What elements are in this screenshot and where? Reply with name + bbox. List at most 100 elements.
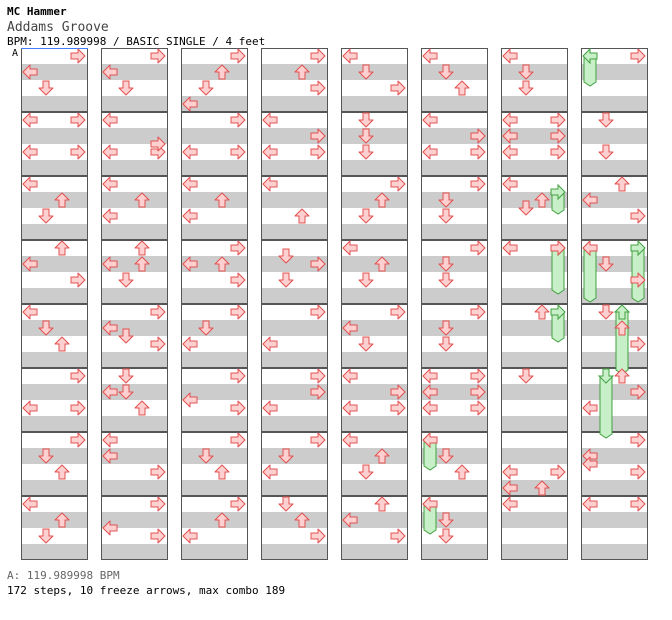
arrow-right [150, 48, 166, 64]
beat-stripe [501, 144, 568, 160]
arrow-right [630, 272, 646, 288]
beat-stripe [101, 112, 168, 128]
arrow-right [70, 112, 86, 128]
beat-stripe [21, 176, 88, 192]
arrow-right [630, 336, 646, 352]
arrow-left [342, 48, 358, 64]
arrow-left [502, 176, 518, 192]
measure-box [501, 368, 568, 432]
arrow-down [358, 336, 374, 352]
beat-stripe [501, 256, 568, 272]
arrow-left [102, 64, 118, 80]
freeze-arrow-left [583, 247, 597, 303]
beat-stripe [101, 432, 168, 448]
arrow-right [150, 496, 166, 512]
beat-stripe [581, 272, 648, 288]
beat-stripe [21, 272, 88, 288]
beat-stripe [581, 240, 648, 256]
arrow-right [470, 368, 486, 384]
beat-stripe [261, 416, 328, 432]
beat-stripe [181, 224, 248, 240]
measure-box [101, 304, 168, 368]
arrow-left [102, 432, 118, 448]
beat-stripe [101, 544, 168, 560]
arrow-right [310, 80, 326, 96]
measure-box [261, 240, 328, 304]
arrow-right [310, 384, 326, 400]
beat-stripe [581, 416, 648, 432]
arrow-left [22, 112, 38, 128]
beat-stripe [261, 112, 328, 128]
beat-stripe [21, 448, 88, 464]
arrow-left [422, 368, 438, 384]
beat-stripe [181, 80, 248, 96]
arrow-left [102, 112, 118, 128]
arrow-left [502, 464, 518, 480]
beat-stripe [341, 272, 408, 288]
arrow-right [390, 80, 406, 96]
arrow-left [22, 496, 38, 512]
beat-stripe [581, 432, 648, 448]
arrow-right [230, 304, 246, 320]
beat-stripe [501, 416, 568, 432]
arrow-right [550, 144, 566, 160]
beat-stripe [341, 400, 408, 416]
beat-stripe [421, 48, 488, 64]
beat-stripe [501, 336, 568, 352]
beat-stripe [421, 496, 488, 512]
beat-stripe [421, 432, 488, 448]
beat-stripe [421, 480, 488, 496]
beat-stripe [581, 224, 648, 240]
measure-box [101, 496, 168, 560]
beat-stripe [181, 336, 248, 352]
arrow-right [230, 240, 246, 256]
arrow-right [550, 464, 566, 480]
beat-stripe [101, 336, 168, 352]
arrow-left [502, 240, 518, 256]
arrow-left [22, 400, 38, 416]
beat-stripe [421, 192, 488, 208]
beat-stripe [261, 448, 328, 464]
beat-stripe [21, 384, 88, 400]
beat-stripe [581, 256, 648, 272]
arrow-up [374, 192, 390, 208]
arrow-down [518, 200, 534, 216]
arrow-left [502, 144, 518, 160]
measure-box [421, 432, 488, 496]
arrow-down [198, 80, 214, 96]
arrow-left [102, 448, 118, 464]
beat-stripe [181, 352, 248, 368]
measure-box [421, 368, 488, 432]
beat-stripe [341, 240, 408, 256]
arrow-right [470, 128, 486, 144]
freeze-head-up [613, 304, 631, 320]
arrow-right [390, 384, 406, 400]
beat-stripe [501, 64, 568, 80]
beat-stripe [181, 384, 248, 400]
measure-box [341, 368, 408, 432]
beat-stripe [261, 80, 328, 96]
beat-stripe [421, 256, 488, 272]
beat-stripe [21, 112, 88, 128]
measure-box [261, 304, 328, 368]
beat-stripe [421, 368, 488, 384]
arrow-left [342, 512, 358, 528]
measure-box [21, 368, 88, 432]
arrow-left [262, 112, 278, 128]
measure-box [421, 176, 488, 240]
beat-stripe [501, 400, 568, 416]
beat-stripe [341, 304, 408, 320]
beat-stripe [101, 352, 168, 368]
beat-stripe [421, 384, 488, 400]
arrow-down [438, 256, 454, 272]
measure-box [341, 176, 408, 240]
measure-box [21, 240, 88, 304]
chart-info: BPM: 119.989998 / BASIC SINGLE / 4 feet [7, 35, 266, 48]
beat-stripe [581, 480, 648, 496]
measure-box [341, 112, 408, 176]
beat-stripe [181, 48, 248, 64]
arrow-left [502, 480, 518, 496]
arrow-down [358, 112, 374, 128]
arrow-left [102, 208, 118, 224]
arrow-right [630, 48, 646, 64]
